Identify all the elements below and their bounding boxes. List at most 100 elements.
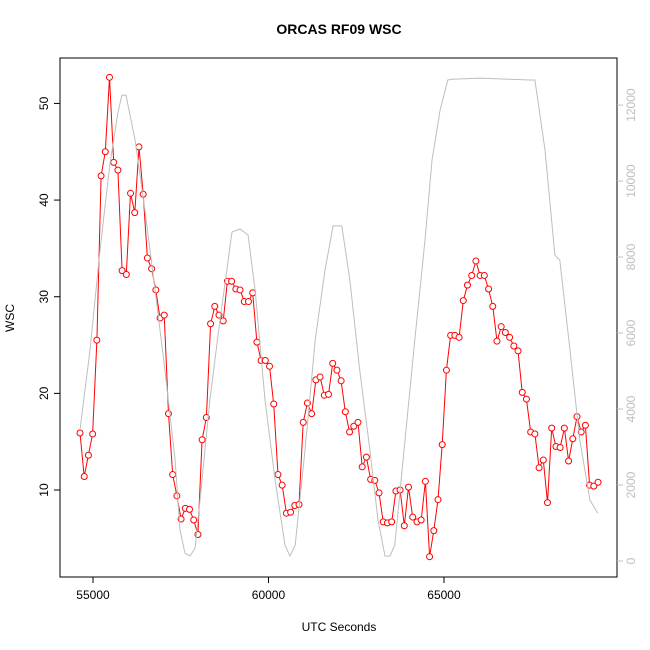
point bbox=[287, 508, 295, 516]
point bbox=[388, 518, 396, 526]
point bbox=[472, 257, 480, 265]
point bbox=[362, 453, 370, 461]
point bbox=[518, 388, 526, 396]
point bbox=[228, 277, 236, 285]
point bbox=[531, 430, 539, 438]
x-tick-label: 65000 bbox=[427, 588, 461, 602]
point bbox=[236, 286, 244, 294]
point bbox=[316, 373, 324, 381]
y-axis-label: WSC bbox=[3, 304, 17, 332]
point bbox=[253, 338, 261, 346]
point bbox=[459, 297, 467, 305]
y-tick-label: 50 bbox=[37, 96, 51, 110]
y2-tick-label: 0 bbox=[624, 557, 638, 564]
y2-tick-label: 2000 bbox=[624, 471, 638, 498]
point bbox=[489, 302, 497, 310]
point bbox=[405, 483, 413, 491]
point bbox=[548, 424, 556, 432]
point bbox=[358, 463, 366, 471]
x-tick-label: 55000 bbox=[76, 588, 110, 602]
point bbox=[455, 333, 463, 341]
point bbox=[514, 347, 522, 355]
point bbox=[506, 333, 514, 341]
point bbox=[333, 366, 341, 374]
point bbox=[84, 451, 92, 459]
point bbox=[590, 482, 598, 490]
point bbox=[110, 158, 118, 166]
point bbox=[186, 505, 194, 513]
point bbox=[434, 496, 442, 504]
point bbox=[308, 410, 316, 418]
point bbox=[76, 429, 84, 437]
point bbox=[539, 456, 547, 464]
point bbox=[80, 472, 88, 480]
y2-tick-label: 8000 bbox=[624, 243, 638, 270]
point bbox=[581, 421, 589, 429]
point bbox=[577, 428, 585, 436]
y2-tick-label: 6000 bbox=[624, 319, 638, 346]
point bbox=[114, 166, 122, 174]
point bbox=[400, 522, 408, 530]
point bbox=[438, 441, 446, 449]
point bbox=[350, 422, 358, 430]
point bbox=[463, 281, 471, 289]
point bbox=[594, 478, 602, 486]
y-tick-label: 20 bbox=[37, 386, 51, 400]
chart-title: ORCAS RF09 WSC bbox=[276, 21, 401, 37]
point bbox=[337, 377, 345, 385]
x-tick-label: 60000 bbox=[252, 588, 286, 602]
point bbox=[493, 337, 501, 345]
point bbox=[274, 471, 282, 479]
point bbox=[510, 342, 518, 350]
point bbox=[299, 418, 307, 426]
point bbox=[207, 320, 215, 328]
point bbox=[426, 553, 434, 561]
point bbox=[122, 270, 130, 278]
point bbox=[131, 209, 139, 217]
point bbox=[198, 436, 206, 444]
point bbox=[354, 418, 362, 426]
y-tick-label: 10 bbox=[37, 483, 51, 497]
point bbox=[261, 357, 269, 365]
point bbox=[485, 285, 493, 293]
point bbox=[569, 435, 577, 443]
series-line bbox=[79, 77, 599, 557]
point bbox=[160, 311, 168, 319]
point bbox=[97, 172, 105, 180]
point bbox=[190, 516, 198, 524]
point bbox=[421, 477, 429, 485]
point bbox=[565, 457, 573, 465]
point bbox=[535, 464, 543, 472]
y2-tick-label: 10000 bbox=[624, 164, 638, 198]
point bbox=[522, 395, 530, 403]
series-line bbox=[79, 77, 599, 558]
point bbox=[497, 323, 505, 331]
point bbox=[560, 424, 568, 432]
point bbox=[501, 328, 509, 336]
point bbox=[409, 513, 417, 521]
point bbox=[270, 400, 278, 408]
y-tick-label: 30 bbox=[37, 290, 51, 304]
point bbox=[211, 302, 219, 310]
point bbox=[417, 516, 425, 524]
point bbox=[118, 267, 126, 275]
y-tick-label: 40 bbox=[37, 193, 51, 207]
point bbox=[169, 471, 177, 479]
point bbox=[341, 408, 349, 416]
point bbox=[430, 527, 438, 535]
point bbox=[266, 362, 274, 370]
point bbox=[346, 428, 354, 436]
point bbox=[101, 148, 109, 156]
point bbox=[105, 73, 113, 81]
point bbox=[468, 271, 476, 279]
point bbox=[93, 336, 101, 344]
point bbox=[480, 271, 488, 279]
point bbox=[173, 492, 181, 500]
point bbox=[143, 254, 151, 262]
x-axis-label: UTC Seconds bbox=[302, 620, 377, 634]
y2-tick-label: 12000 bbox=[624, 88, 638, 122]
point bbox=[544, 499, 552, 507]
point bbox=[219, 317, 227, 325]
point bbox=[442, 366, 450, 374]
